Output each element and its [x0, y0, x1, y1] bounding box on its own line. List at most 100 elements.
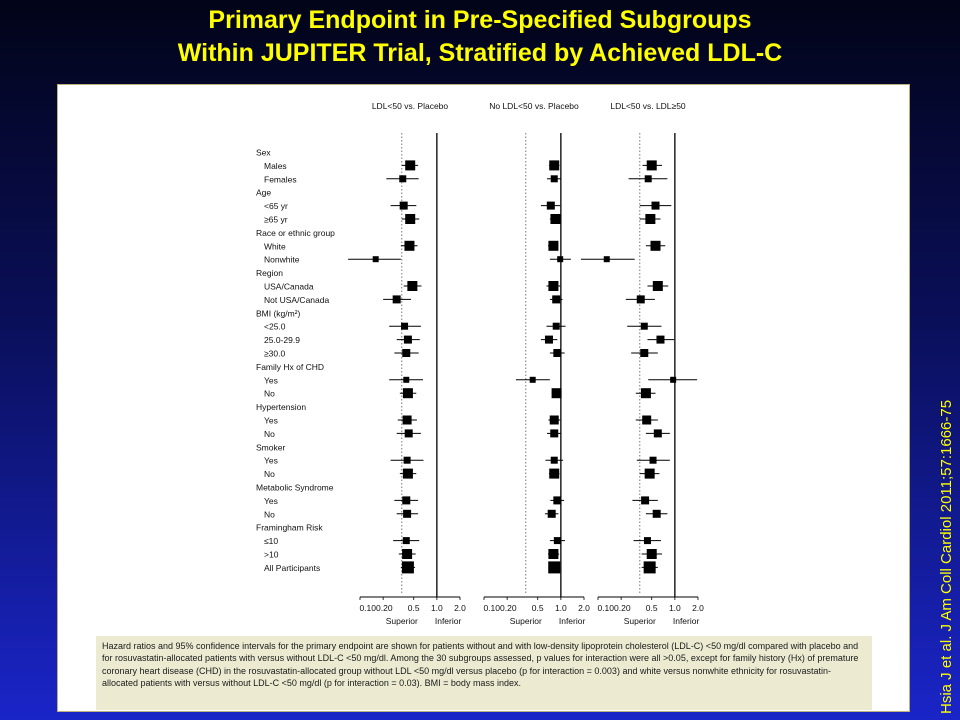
point-estimate	[529, 376, 536, 383]
row-group-label: Hypertension	[256, 402, 306, 412]
point-estimate	[550, 175, 558, 183]
point-estimate	[641, 496, 650, 505]
point-estimate	[399, 201, 408, 210]
row-label: Yes	[264, 375, 278, 385]
point-estimate	[404, 429, 413, 438]
point-estimate	[550, 429, 559, 438]
point-estimate	[552, 295, 561, 304]
x-tick-label: 1.0	[669, 603, 681, 613]
row-group-label: Age	[256, 188, 271, 198]
row-group-label: Smoker	[256, 442, 285, 452]
row-label: Not USA/Canada	[264, 295, 329, 305]
x-tick-label: 2.0	[692, 603, 704, 613]
point-estimate	[402, 388, 413, 399]
direction-label-right: Inferior	[559, 616, 586, 626]
direction-label-left: Superior	[386, 616, 418, 626]
row-label: ≤10	[264, 536, 278, 546]
point-estimate	[640, 349, 649, 357]
figure-panel: Sex Males Females Age <65 yr ≥65 yr Race or et…	[57, 84, 910, 712]
row-label: Yes	[264, 416, 278, 426]
point-estimate	[402, 496, 411, 505]
point-estimate	[636, 295, 645, 304]
row-label: <65 yr	[264, 201, 288, 211]
slide-title: Primary Endpoint in Pre-Specified Subgro…	[0, 4, 960, 70]
point-estimate	[553, 349, 562, 357]
x-tick-label: 0.5	[646, 603, 658, 613]
row-group-label: Sex	[256, 148, 271, 158]
row-label: No	[264, 509, 275, 519]
point-estimate	[405, 160, 416, 171]
point-estimate	[547, 509, 556, 518]
x-tick-label: 0.5	[408, 603, 420, 613]
row-label: 25.0-29.9	[264, 335, 300, 345]
point-estimate	[670, 376, 677, 383]
row-label: ≥65 yr	[264, 215, 288, 225]
point-estimate	[401, 561, 414, 574]
row-label: ≥30.0	[264, 349, 285, 359]
point-estimate	[548, 561, 561, 574]
point-estimate	[549, 415, 559, 425]
citation: Hsia J et al. J Am Coll Cardiol 2011;57:…	[938, 399, 955, 714]
row-label: Males	[264, 161, 287, 171]
point-estimate	[546, 201, 555, 210]
point-estimate	[548, 281, 559, 291]
direction-label-right: Inferior	[435, 616, 462, 626]
point-estimate	[551, 388, 562, 399]
row-group-label: Metabolic Syndrome	[256, 483, 334, 493]
panel-title: LDL<50 vs. Placebo	[372, 101, 449, 111]
point-estimate	[402, 349, 411, 357]
x-tick-label: 0.5	[532, 603, 544, 613]
point-estimate	[644, 175, 652, 183]
figure-caption: Hazard ratios and 95% confidence interva…	[96, 636, 872, 710]
point-estimate	[649, 456, 657, 464]
point-estimate	[646, 160, 657, 171]
direction-label-left: Superior	[510, 616, 542, 626]
panel-title: No LDL<50 vs. Placebo	[489, 101, 579, 111]
row-label: >10	[264, 550, 279, 560]
point-estimate	[550, 214, 561, 224]
point-estimate	[402, 468, 413, 479]
x-tick-label: 1.0	[555, 603, 567, 613]
point-estimate	[402, 537, 410, 545]
row-group-label: BMI (kg/m²)	[256, 308, 301, 318]
row-label: <25.0	[264, 322, 286, 332]
row-label: Yes	[264, 496, 278, 506]
point-estimate	[549, 160, 560, 171]
point-estimate	[402, 415, 412, 425]
point-estimate	[553, 496, 562, 505]
point-estimate	[544, 335, 553, 344]
forest-plot: Sex Males Females Age <65 yr ≥65 yr Race or et…	[256, 101, 704, 626]
row-label: No	[264, 389, 275, 399]
point-estimate	[653, 429, 662, 438]
point-estimate	[643, 561, 656, 574]
point-estimate	[402, 549, 413, 559]
point-estimate	[392, 295, 401, 304]
x-tick-label: 2.0	[578, 603, 590, 613]
slide-title-line-1: Primary Endpoint in Pre-Specified Subgro…	[208, 6, 752, 34]
x-tick-label: 1.0	[431, 603, 443, 613]
point-estimate	[405, 214, 416, 224]
point-estimate	[645, 214, 656, 224]
point-estimate	[640, 322, 648, 330]
row-group-label: Framingham Risk	[256, 523, 323, 533]
point-estimate	[640, 388, 651, 399]
point-estimate	[549, 468, 560, 479]
row-group-label: Family Hx of CHD	[256, 362, 324, 372]
row-group-label: Region	[256, 268, 283, 278]
point-estimate	[656, 335, 665, 344]
point-estimate	[399, 175, 407, 183]
x-tick-label: 0.100.20	[359, 603, 392, 613]
point-estimate	[652, 509, 661, 518]
row-group-label: Race or ethnic group	[256, 228, 335, 238]
point-estimate	[401, 322, 409, 330]
point-estimate	[644, 468, 655, 479]
point-estimate	[603, 256, 610, 263]
point-estimate	[652, 281, 663, 291]
point-estimate	[407, 281, 418, 291]
point-estimate	[643, 537, 651, 545]
point-estimate	[642, 415, 652, 425]
x-tick-label: 2.0	[454, 603, 466, 613]
point-estimate	[650, 240, 661, 251]
row-label: Nonwhite	[264, 255, 300, 265]
point-estimate	[550, 456, 558, 464]
